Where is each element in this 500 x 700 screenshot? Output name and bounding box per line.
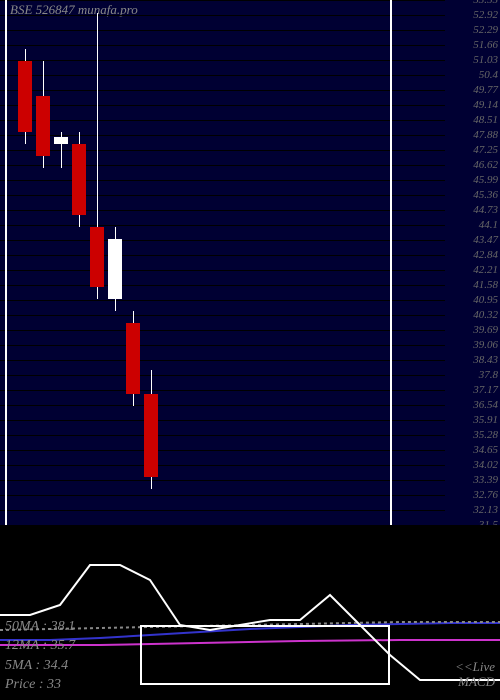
price-row: Price : 33 — [5, 675, 75, 695]
ma50-label: 50MA : — [5, 619, 51, 634]
ma12-row: 12MA : 35.7 — [5, 636, 75, 656]
ma12-label: 12MA : — [5, 638, 51, 653]
candlestick-chart: BSE 526847 munafa.pro 53.5552.9252.2951.… — [0, 0, 500, 525]
macd-label: MACD — [458, 674, 495, 690]
ma5-value: 34.4 — [44, 658, 69, 673]
price-label: Price : — [5, 677, 47, 692]
info-rectangle — [140, 625, 390, 685]
price-value: 33 — [47, 677, 61, 692]
live-label: <<Live — [455, 659, 495, 675]
ma50-value: 38.1 — [51, 619, 76, 634]
ma12-value: 35.7 — [51, 638, 76, 653]
ma50-row: 50MA : 38.1 — [5, 617, 75, 637]
ma5-label: 5MA : — [5, 658, 44, 673]
info-box: 50MA : 38.1 12MA : 35.7 5MA : 34.4 Price… — [5, 617, 75, 695]
ma5-row: 5MA : 34.4 — [5, 656, 75, 676]
